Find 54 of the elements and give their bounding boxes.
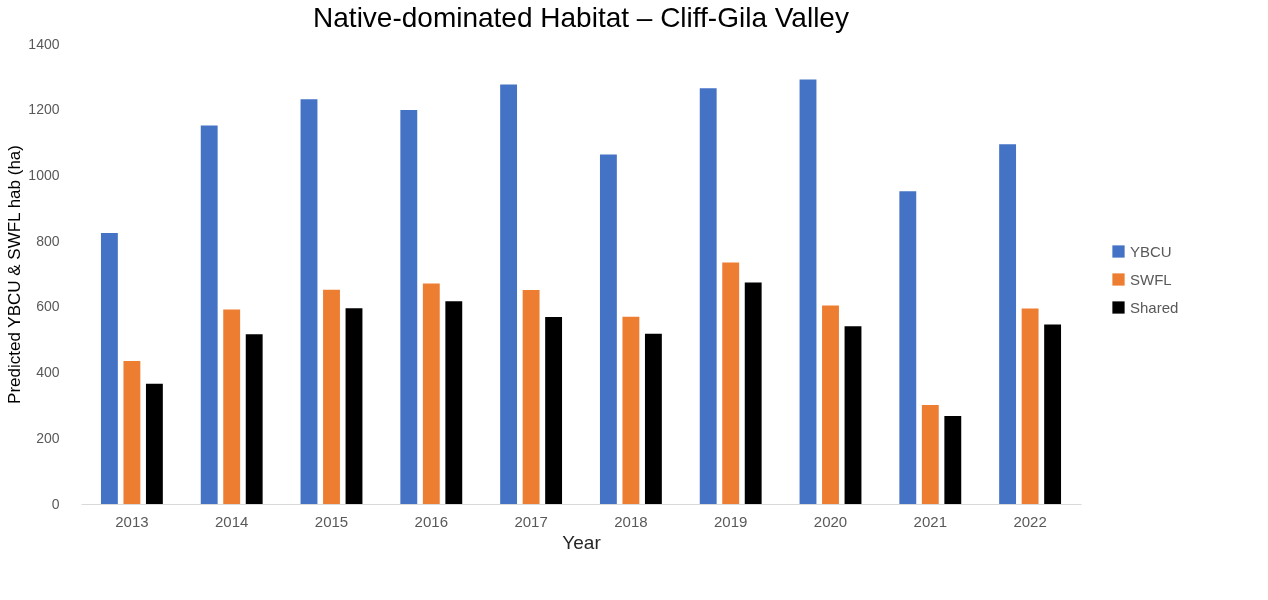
bar bbox=[100, 232, 118, 504]
x-tick-label: 2013 bbox=[115, 512, 149, 530]
bar bbox=[345, 308, 363, 504]
y-tick-label: 400 bbox=[36, 364, 60, 381]
bar bbox=[644, 333, 662, 504]
bar bbox=[899, 191, 917, 504]
bar bbox=[323, 289, 340, 504]
x-tick-label: 2022 bbox=[1013, 512, 1047, 530]
bar bbox=[699, 88, 717, 504]
bar bbox=[422, 283, 440, 504]
bar bbox=[300, 99, 318, 504]
x-tick-label: 2021 bbox=[913, 512, 947, 530]
y-tick-label: 600 bbox=[36, 298, 60, 315]
x-tick-label: 2014 bbox=[215, 512, 249, 530]
y-tick-label: 800 bbox=[36, 232, 60, 249]
bar bbox=[744, 282, 762, 504]
legend-label: SWFL bbox=[1130, 270, 1172, 288]
bar bbox=[400, 110, 418, 504]
bar bbox=[123, 361, 141, 504]
bar bbox=[500, 84, 518, 504]
chart-title: Native-dominated Habitat – Cliff-Gila Valley bbox=[313, 2, 849, 33]
bar bbox=[799, 79, 817, 504]
x-tick-label: 2020 bbox=[813, 512, 848, 530]
x-tick-label: 2016 bbox=[414, 512, 448, 530]
y-axis-title: Predicted YBCU & SWFL hab (ha) bbox=[5, 145, 25, 404]
x-tick-label: 2018 bbox=[614, 512, 648, 530]
bar bbox=[921, 405, 939, 504]
bar bbox=[722, 262, 740, 504]
bar bbox=[223, 309, 241, 504]
legend-label: Shared bbox=[1130, 298, 1179, 316]
bar bbox=[622, 316, 640, 504]
bar bbox=[445, 301, 463, 504]
bar bbox=[200, 125, 218, 504]
bar bbox=[545, 317, 563, 504]
y-tick-label: 1400 bbox=[28, 35, 60, 52]
bar bbox=[1044, 324, 1062, 504]
x-tick-label: 2019 bbox=[714, 512, 748, 530]
bar bbox=[844, 326, 862, 504]
y-tick-label: 200 bbox=[36, 429, 60, 446]
x-tick-label: 2015 bbox=[314, 512, 349, 530]
legend-label: YBCU bbox=[1130, 242, 1172, 260]
bar bbox=[522, 290, 540, 504]
y-tick-label: 1000 bbox=[28, 166, 60, 183]
bar bbox=[1021, 308, 1039, 504]
bar bbox=[822, 305, 839, 504]
x-axis-title: Year bbox=[562, 531, 602, 553]
x-tick-label: 2017 bbox=[514, 512, 548, 530]
y-tick-label: 1200 bbox=[28, 101, 60, 118]
bar bbox=[145, 383, 163, 504]
y-tick-label: 0 bbox=[51, 495, 60, 512]
bar bbox=[999, 144, 1017, 504]
bar bbox=[599, 154, 617, 504]
bar bbox=[944, 415, 962, 504]
bar bbox=[245, 334, 263, 504]
